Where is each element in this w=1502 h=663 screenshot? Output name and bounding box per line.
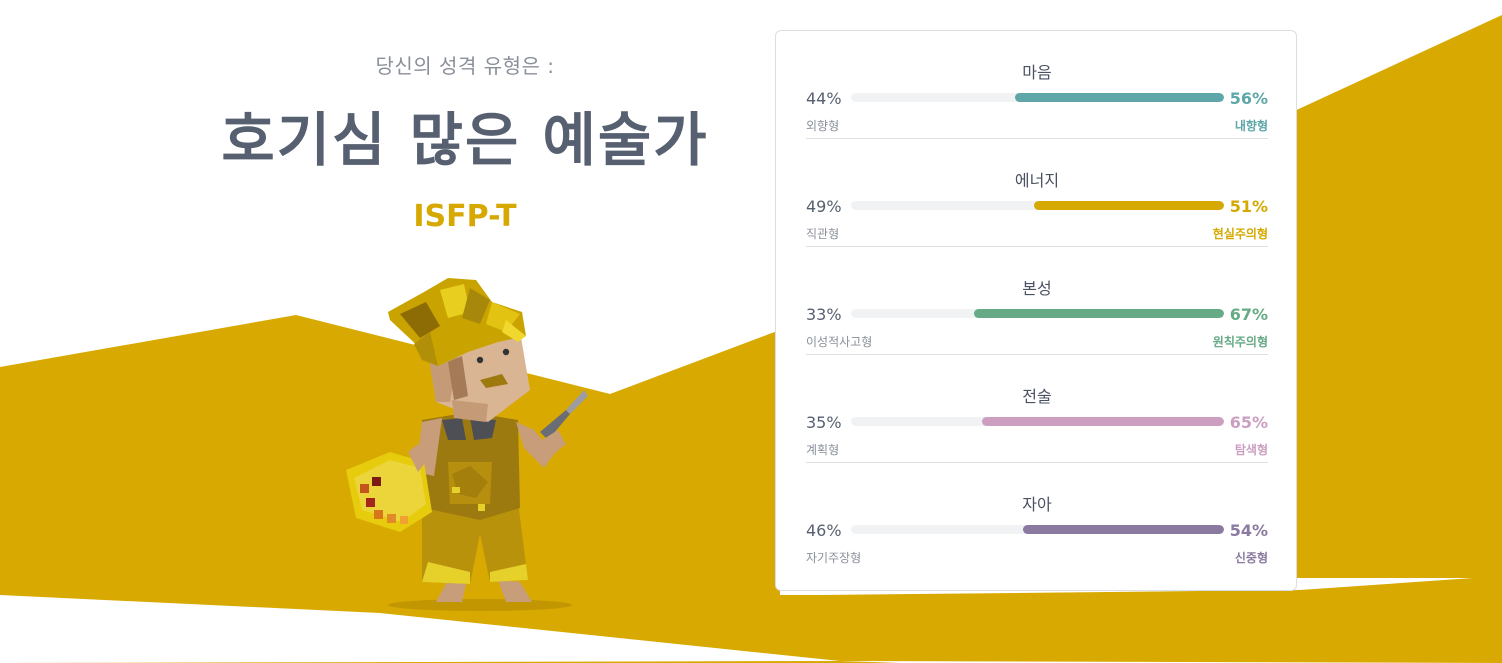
scale-bar-fill <box>1015 93 1224 102</box>
scale-left-label: 계획형 <box>806 443 840 457</box>
scale-title: 마음 <box>1022 63 1052 82</box>
scale-left-percent: 35% <box>806 413 842 432</box>
scale-right-percent: 54% <box>1229 521 1268 540</box>
artist-character-icon <box>346 278 588 611</box>
result-subtitle: 당신의 성격 유형은 : <box>375 54 555 78</box>
scale-title: 자아 <box>1022 495 1052 514</box>
scale-left-label: 직관형 <box>806 227 840 241</box>
scale-right-label: 현실주의형 <box>1212 227 1268 241</box>
scale-bar-track <box>851 417 1224 426</box>
scale-bar-fill <box>981 417 1224 426</box>
personality-scales-card: 마음 44% 56% 외향형 내향형 에너지 49% 51% 직관형 현실주의형… <box>775 30 1297 591</box>
scale-right-label: 탐색형 <box>1234 443 1268 457</box>
scale-right-label: 내향형 <box>1234 119 1268 133</box>
scale-left-label: 외향형 <box>806 119 840 133</box>
scale-bar-track <box>851 93 1224 102</box>
scale-identity: 자아 46% 54% 자기주장형 신중형 <box>806 463 1268 571</box>
scale-bar-track <box>851 525 1224 534</box>
scale-nature: 본성 33% 67% 이성적사고형 원칙주의형 <box>806 247 1268 355</box>
scale-bar-fill <box>1022 525 1224 534</box>
scale-right-percent: 65% <box>1229 413 1268 432</box>
scale-bar-fill <box>1033 201 1224 210</box>
scale-left-percent: 44% <box>806 89 842 108</box>
scale-left-label: 자기주장형 <box>806 551 862 565</box>
scale-energy: 에너지 49% 51% 직관형 현실주의형 <box>806 139 1268 247</box>
scale-left-percent: 46% <box>806 521 842 540</box>
scale-right-percent: 51% <box>1229 197 1268 216</box>
scale-right-percent: 56% <box>1229 89 1268 108</box>
scale-tactics: 전술 35% 65% 계획형 탐색형 <box>806 355 1268 463</box>
scale-bar-track <box>851 201 1224 210</box>
scale-title: 본성 <box>1022 279 1052 298</box>
scale-bar-track <box>851 309 1224 318</box>
scale-mind: 마음 44% 56% 외향형 내향형 <box>806 31 1268 139</box>
scale-left-percent: 49% <box>806 197 842 216</box>
scale-right-label: 신중형 <box>1234 551 1268 565</box>
scale-title: 전술 <box>1022 387 1052 406</box>
scale-bar-fill <box>974 309 1224 318</box>
scale-title: 에너지 <box>1014 171 1060 190</box>
scale-right-label: 원칙주의형 <box>1212 335 1268 349</box>
result-intro: 당신의 성격 유형은 : 호기심 많은 예술가 ISFP-T <box>200 50 730 234</box>
scale-left-percent: 33% <box>806 305 842 324</box>
scale-right-percent: 67% <box>1229 305 1268 324</box>
personality-type-code: ISFP-T <box>413 199 517 234</box>
scale-left-label: 이성적사고형 <box>806 335 873 349</box>
personality-type-name: 호기심 많은 예술가 <box>221 106 709 174</box>
